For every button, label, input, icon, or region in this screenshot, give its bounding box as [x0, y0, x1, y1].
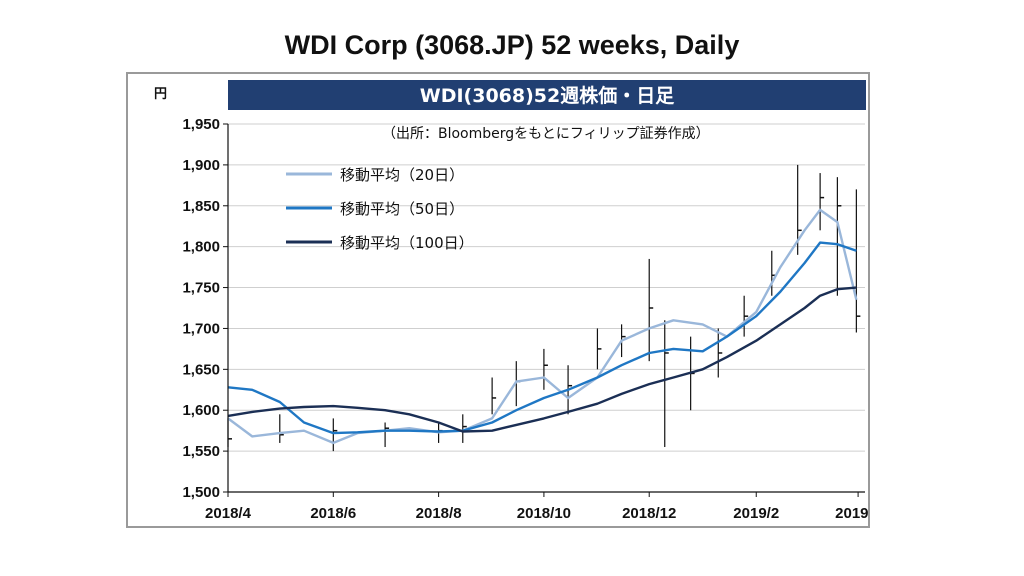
y-unit-label: 円	[154, 87, 167, 102]
grid-lines	[228, 123, 865, 493]
y-tick-label: 1,850	[182, 198, 220, 215]
x-tick-label: 2018/10	[517, 505, 571, 522]
legend-label-1: 移動平均（50日）	[340, 200, 464, 218]
y-tick-label: 1,900	[182, 157, 220, 174]
x-tick-label: 2018/12	[622, 505, 676, 522]
y-tick-label: 1,950	[182, 116, 220, 133]
x-tick-label: 2018/8	[416, 505, 462, 522]
y-tick-label: 1,600	[182, 402, 220, 419]
series-line-0	[227, 208, 858, 445]
y-tick-label: 1,650	[182, 361, 220, 378]
chart-frame: 1,500 1,550 1,600 1,650 1,700 1,750 1,800 1,850…	[126, 72, 870, 528]
x-tick-label: 2018/4	[205, 505, 252, 522]
moving-average-lines	[227, 208, 858, 445]
legend-label-0: 移動平均（20日）	[340, 166, 464, 184]
chart-svg: 1,500 1,550 1,600 1,650 1,700 1,750 1,800 1,850…	[154, 80, 868, 522]
chart-header-text: WDI(3068)52週株価・日足	[420, 84, 675, 107]
series-line-1	[227, 241, 857, 435]
y-tick-label: 1,800	[182, 239, 220, 256]
axis-labels: 1,500 1,550 1,600 1,650 1,700 1,750 1,800 1,850…	[154, 87, 868, 522]
y-tick-label: 1,500	[182, 484, 220, 501]
y-tick-label: 1,550	[182, 443, 220, 460]
legend-label-2: 移動平均（100日）	[340, 234, 474, 252]
chart-header-bg	[228, 80, 866, 110]
chart-title: WDI Corp (3068.JP) 52 weeks, Daily	[284, 30, 740, 60]
source-note: （出所：Bloombergをもとにフィリップ証券作成）	[382, 126, 710, 142]
x-tick-label: 2019/2	[733, 505, 779, 522]
y-tick-label: 1,750	[182, 280, 220, 297]
x-tick-label: 2018/6	[310, 505, 356, 522]
legend: 移動平均（20日） 移動平均（50日） 移動平均（100日）	[286, 166, 474, 252]
axes	[223, 123, 865, 497]
x-tick-label: 2019/4	[835, 505, 868, 522]
y-tick-label: 1,700	[182, 320, 220, 337]
chart-header-banner: WDI(3068)52週株価・日足 （出所：Bloombergをもとにフィリップ証…	[228, 80, 866, 142]
series-line-2	[227, 286, 857, 433]
